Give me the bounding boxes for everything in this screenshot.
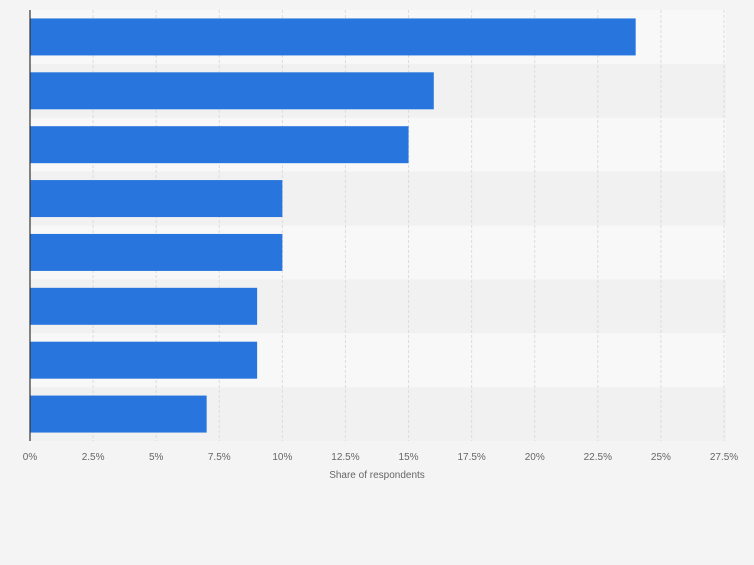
- x-tick-label: 7.5%: [208, 452, 231, 463]
- x-tick-label: 22.5%: [584, 452, 612, 463]
- x-axis-label: Share of respondents: [329, 470, 425, 481]
- bar: [30, 395, 207, 433]
- bar: [30, 126, 409, 164]
- x-axis-ticks: 0% 2.5% 5% 7.5% 10% 12.5% 15% 17.5% 20% 22.5% 25% 2…: [23, 452, 739, 463]
- bar: [30, 180, 283, 218]
- x-tick-label: 5%: [149, 452, 164, 463]
- bar: [30, 233, 283, 271]
- x-tick-label: 17.5%: [457, 452, 485, 463]
- x-tick-label: 25%: [651, 452, 671, 463]
- x-tick-label: 27.5%: [710, 452, 738, 463]
- bar: [30, 18, 636, 56]
- bar: [30, 72, 434, 110]
- x-tick-label: 12.5%: [331, 452, 359, 463]
- bars: [30, 18, 636, 433]
- x-tick-label: 20%: [525, 452, 545, 463]
- x-tick-label: 2.5%: [82, 452, 105, 463]
- x-tick-label: 0%: [23, 452, 38, 463]
- bar: [30, 287, 258, 325]
- x-tick-label: 15%: [399, 452, 419, 463]
- bar: [30, 341, 258, 379]
- x-tick-label: 10%: [272, 452, 292, 463]
